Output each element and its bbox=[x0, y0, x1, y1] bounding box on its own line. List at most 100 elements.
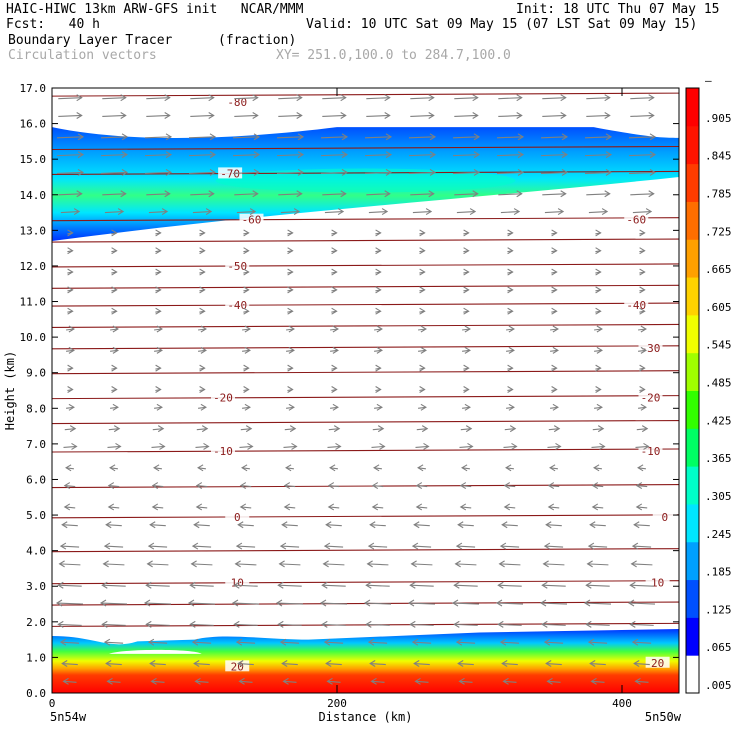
vector-arrowhead bbox=[111, 307, 118, 315]
vector-arrowhead bbox=[105, 521, 112, 529]
vector-arrowhead bbox=[467, 442, 474, 450]
vector-arrowhead bbox=[331, 229, 338, 237]
vector-arrowhead bbox=[150, 677, 157, 685]
circulation-vector bbox=[234, 114, 258, 118]
vector-arrowhead bbox=[55, 599, 63, 607]
circulation-vector bbox=[542, 584, 566, 587]
colorbar-swatch bbox=[686, 277, 699, 316]
circulation-vector bbox=[452, 171, 480, 174]
vector-arrowhead bbox=[281, 660, 288, 668]
circulation-vector bbox=[592, 428, 604, 431]
vector-arrowhead bbox=[463, 229, 470, 237]
circulation-vector bbox=[408, 136, 436, 139]
circulation-vector bbox=[276, 154, 304, 157]
circulation-vector bbox=[108, 485, 120, 488]
vector-arrowhead bbox=[648, 190, 655, 198]
vector-arrowhead bbox=[59, 542, 67, 550]
vector-arrowhead bbox=[541, 581, 548, 589]
circulation-vector bbox=[103, 563, 125, 566]
circulation-vector bbox=[100, 154, 128, 157]
tracer-gap bbox=[109, 649, 202, 654]
circulation-vector bbox=[63, 445, 77, 448]
vector-arrowhead bbox=[463, 286, 470, 294]
circulation-vector bbox=[282, 524, 298, 527]
vector-arrowhead bbox=[111, 364, 118, 372]
circulation-vector bbox=[144, 602, 172, 605]
vector-arrowhead bbox=[411, 542, 419, 550]
vector-arrowhead bbox=[187, 599, 195, 607]
vector-arrowhead bbox=[249, 208, 257, 216]
vector-arrowhead bbox=[645, 208, 653, 216]
vector-arrowhead bbox=[332, 325, 339, 333]
vector-arrowhead bbox=[472, 94, 479, 102]
circulation-vector bbox=[410, 193, 434, 196]
vector-arrowhead bbox=[409, 581, 416, 589]
contour-label-bg bbox=[624, 213, 649, 225]
vector-arrowhead bbox=[331, 286, 338, 294]
vector-arrowhead bbox=[199, 247, 206, 255]
circulation-vector bbox=[500, 211, 520, 214]
vector-arrowhead bbox=[649, 168, 657, 176]
vector-arrowhead bbox=[287, 247, 294, 255]
vector-arrowhead bbox=[640, 346, 647, 354]
vector-arrowhead bbox=[65, 464, 72, 472]
vector-arrowhead bbox=[472, 190, 479, 198]
vector-arrowhead bbox=[419, 268, 426, 276]
vector-arrowhead bbox=[649, 151, 657, 159]
contour-label-bg bbox=[225, 299, 250, 311]
circulation-vector bbox=[276, 171, 304, 174]
circulation-vector bbox=[366, 114, 390, 118]
temperature-contour bbox=[52, 323, 679, 328]
vector-arrowhead bbox=[595, 247, 602, 255]
vector-arrowhead bbox=[561, 168, 569, 176]
vector-arrowhead bbox=[205, 208, 213, 216]
vector-arrowhead bbox=[414, 677, 421, 685]
vector-arrowhead bbox=[77, 133, 85, 141]
vector-arrowhead bbox=[516, 111, 523, 119]
vector-arrowhead bbox=[331, 247, 338, 255]
circulation-vector bbox=[107, 680, 121, 683]
circulation-vector bbox=[58, 97, 82, 100]
vector-arrowhead bbox=[197, 464, 204, 472]
vector-arrowhead bbox=[326, 677, 333, 685]
x-tick-label: 200 bbox=[327, 697, 347, 710]
y-tick-label: 13.0 bbox=[20, 224, 47, 237]
vector-arrowhead bbox=[649, 133, 657, 141]
vector-arrowhead bbox=[155, 229, 162, 237]
vector-arrowhead bbox=[595, 307, 602, 315]
colorbar-label: .725 bbox=[705, 225, 732, 238]
circulation-vector bbox=[415, 680, 429, 683]
vector-arrowhead bbox=[451, 599, 459, 607]
vector-arrowhead bbox=[630, 560, 637, 568]
vector-arrowhead bbox=[469, 208, 477, 216]
vector-arrowhead bbox=[498, 560, 505, 568]
vector-arrowhead bbox=[59, 638, 67, 646]
y-tick-label: 12.0 bbox=[20, 260, 47, 273]
vector-arrowhead bbox=[543, 638, 551, 646]
y-tick-label: 7.0 bbox=[26, 438, 46, 451]
vector-arrowhead bbox=[283, 482, 291, 490]
circulation-vector bbox=[368, 211, 388, 214]
circulation-vector bbox=[498, 623, 522, 626]
vector-arrowhead bbox=[411, 638, 419, 646]
circulation-vector bbox=[370, 524, 386, 527]
vector-arrowhead bbox=[68, 403, 75, 411]
circulation-vector bbox=[320, 602, 348, 605]
vector-arrowhead bbox=[553, 425, 561, 433]
circulation-vector bbox=[102, 623, 126, 626]
vector-arrowhead bbox=[517, 151, 525, 159]
vector-arrowhead bbox=[146, 560, 153, 568]
vector-arrowhead bbox=[461, 464, 468, 472]
colorbar-swatch bbox=[686, 125, 699, 165]
colorbar-label: .485 bbox=[705, 377, 732, 390]
circulation-vector bbox=[631, 563, 653, 566]
vector-arrowhead bbox=[601, 208, 609, 216]
colorbar-swatch bbox=[686, 163, 699, 202]
vector-arrowhead bbox=[111, 386, 118, 393]
vector-arrowhead bbox=[595, 268, 602, 276]
upper-tracer-core bbox=[215, 168, 516, 193]
circulation-vector bbox=[60, 545, 80, 548]
circulation-vector bbox=[634, 524, 650, 527]
vector-arrowhead bbox=[76, 94, 83, 102]
vector-arrowhead bbox=[199, 286, 206, 294]
